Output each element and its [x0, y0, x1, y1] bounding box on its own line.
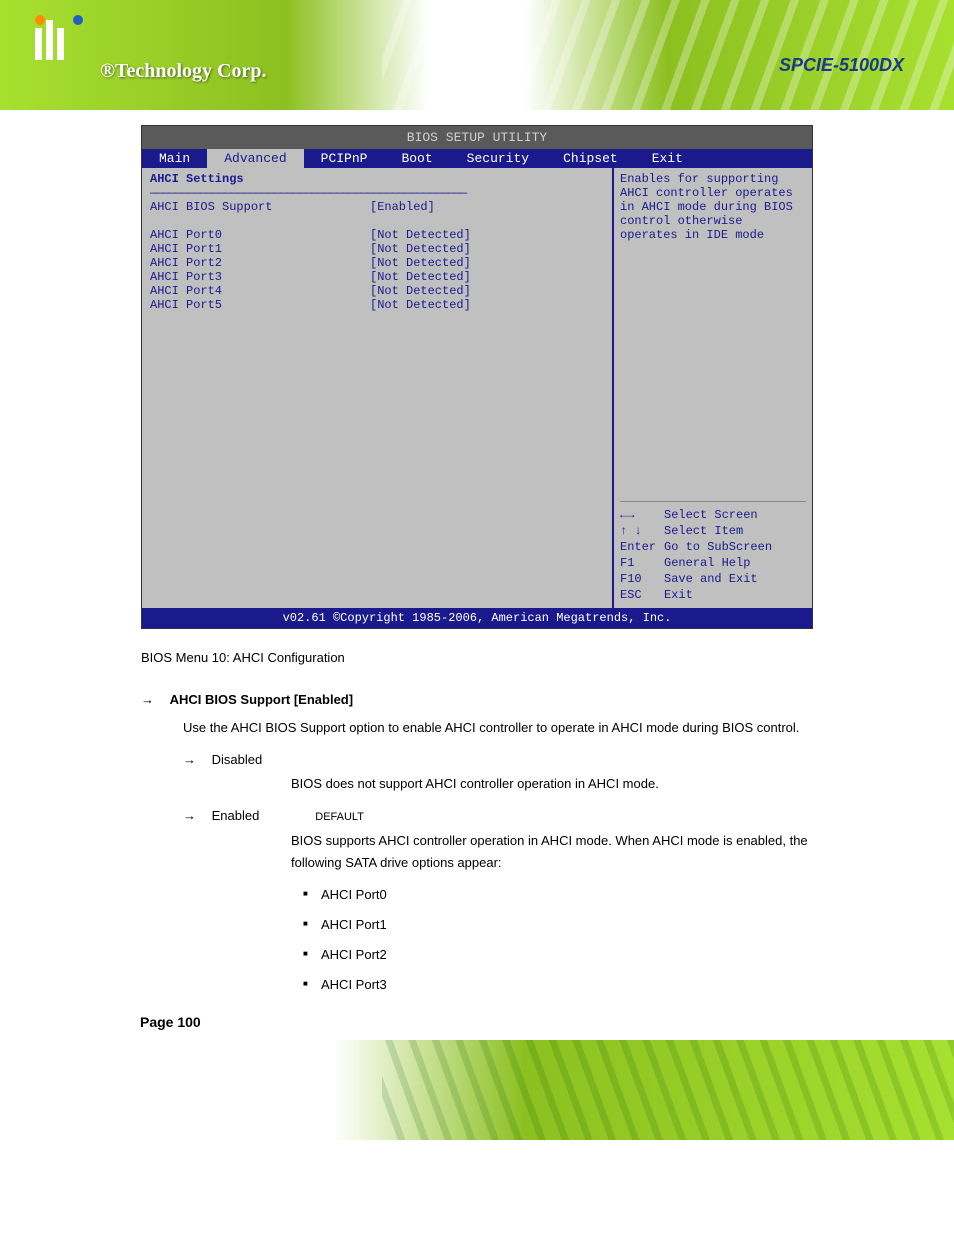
list-item: AHCI Port1	[303, 914, 813, 936]
bios-row-value: [Not Detected]	[370, 284, 471, 298]
bios-row-port2[interactable]: AHCI Port2 [Not Detected]	[150, 256, 604, 270]
bios-row-label: AHCI Port0	[150, 228, 370, 242]
bios-help-nav: ←→ Select Screen ↑ ↓ Select Item Enter G…	[620, 501, 806, 604]
arrow-right-icon: →	[183, 749, 196, 771]
bios-row-port1[interactable]: AHCI Port1 [Not Detected]	[150, 242, 604, 256]
bios-help-nav-line: F10 Save and Exit	[620, 572, 806, 586]
list-item: AHCI Port2	[303, 944, 813, 966]
bios-tab-exit[interactable]: Exit	[635, 149, 700, 168]
iei-logo-icon	[35, 20, 64, 60]
sub-option-default: DEFAULT	[315, 811, 364, 823]
nav-key: Enter	[620, 540, 660, 554]
bios-help-nav-line: F1 General Help	[620, 556, 806, 570]
sub-option-desc: BIOS supports AHCI controller operation …	[291, 830, 813, 874]
sub-option-label: Disabled	[212, 749, 312, 771]
bios-row-value: [Not Detected]	[370, 298, 471, 312]
bios-divider: ————————————————————————————————————————…	[150, 186, 604, 200]
nav-key: F1	[620, 556, 660, 570]
sub-option-enabled: → Enabled DEFAULT BIOS supports AHCI con…	[183, 805, 813, 996]
nav-desc: Go to SubScreen	[660, 540, 772, 554]
bios-row-label: AHCI Port2	[150, 256, 370, 270]
bios-tab-pcipnp[interactable]: PCIPnP	[304, 149, 385, 168]
bios-help-nav-line: ESC Exit	[620, 588, 806, 602]
bios-row-ahci-support[interactable]: AHCI BIOS Support [Enabled]	[150, 200, 604, 214]
content-area: BIOS Menu 10: AHCI Configuration → AHCI …	[141, 647, 813, 996]
bios-help-text: Enables for supporting AHCI controller o…	[620, 172, 806, 242]
bios-row-label: AHCI Port4	[150, 284, 370, 298]
arrow-right-icon: →	[183, 805, 196, 827]
bios-row-label: AHCI BIOS Support	[150, 200, 370, 214]
bios-row-port3[interactable]: AHCI Port3 [Not Detected]	[150, 270, 604, 284]
bios-row-value: [Enabled]	[370, 200, 435, 214]
bios-row-value: [Not Detected]	[370, 228, 471, 242]
header-banner: ®Technology Corp. SPCIE-5100DX	[0, 0, 954, 110]
bios-titlebar: BIOS SETUP UTILITY	[142, 126, 812, 149]
logo-dot-blue	[73, 15, 83, 25]
arrow-up-down-icon: ↑ ↓	[620, 524, 660, 538]
bios-row-port0[interactable]: AHCI Port0 [Not Detected]	[150, 228, 604, 242]
page-number: Page 100	[140, 1014, 954, 1030]
footer-decoration	[382, 1040, 954, 1140]
bios-tab-security[interactable]: Security	[450, 149, 546, 168]
bios-body: AHCI Settings ——————————————————————————…	[142, 168, 812, 608]
bios-row-label: AHCI Port3	[150, 270, 370, 284]
option-block: → AHCI BIOS Support [Enabled] Use the AH…	[141, 689, 813, 996]
bios-help-nav-line: ↑ ↓ Select Item	[620, 524, 806, 538]
figure-caption: BIOS Menu 10: AHCI Configuration	[141, 647, 813, 669]
nav-desc: Exit	[660, 588, 693, 602]
bios-row-port4[interactable]: AHCI Port4 [Not Detected]	[150, 284, 604, 298]
nav-desc: Select Item	[660, 524, 743, 538]
bios-left-panel: AHCI Settings ——————————————————————————…	[142, 168, 614, 608]
bios-help-nav-line: Enter Go to SubScreen	[620, 540, 806, 554]
option-body: Use the AHCI BIOS Support option to enab…	[183, 717, 813, 739]
sub-option-desc: BIOS does not support AHCI controller op…	[291, 773, 813, 795]
bios-tab-advanced[interactable]: Advanced	[207, 149, 303, 168]
logo-text: ®Technology Corp.	[100, 60, 266, 83]
arrow-right-icon: →	[141, 689, 154, 711]
bios-section-title: AHCI Settings	[150, 172, 604, 186]
bios-row-value: [Not Detected]	[370, 242, 471, 256]
bios-tab-boot[interactable]: Boot	[384, 149, 449, 168]
option-title: AHCI BIOS Support [Enabled]	[170, 692, 353, 707]
bullet-list: AHCI Port0 AHCI Port1 AHCI Port2 AHCI Po…	[303, 884, 813, 996]
nav-key: F10	[620, 572, 660, 586]
arrow-left-right-icon: ←→	[620, 508, 660, 522]
footer-banner	[0, 1040, 954, 1140]
bios-row-label: AHCI Port5	[150, 298, 370, 312]
bios-footer: v02.61 ©Copyright 1985-2006, American Me…	[142, 608, 812, 628]
bios-help-nav-line: ←→ Select Screen	[620, 508, 806, 522]
bios-row-port5[interactable]: AHCI Port5 [Not Detected]	[150, 298, 604, 312]
document-title: SPCIE-5100DX	[779, 55, 904, 76]
bios-row-value: [Not Detected]	[370, 270, 471, 284]
option-heading: → AHCI BIOS Support [Enabled]	[141, 689, 813, 711]
nav-desc: Select Screen	[660, 508, 758, 522]
bios-right-panel: Enables for supporting AHCI controller o…	[614, 168, 812, 608]
list-item: AHCI Port3	[303, 974, 813, 996]
nav-desc: Save and Exit	[660, 572, 758, 586]
bios-row-value: [Not Detected]	[370, 256, 471, 270]
bios-window: BIOS SETUP UTILITY Main Advanced PCIPnP …	[141, 125, 813, 629]
bios-row-label: AHCI Port1	[150, 242, 370, 256]
bios-tab-main[interactable]: Main	[142, 149, 207, 168]
bios-menubar: Main Advanced PCIPnP Boot Security Chips…	[142, 149, 812, 168]
nav-key: ESC	[620, 588, 660, 602]
sub-option-disabled: → Disabled BIOS does not support AHCI co…	[183, 749, 813, 795]
bios-row-spacer	[150, 214, 604, 228]
bios-tab-chipset[interactable]: Chipset	[546, 149, 635, 168]
sub-option-label: Enabled	[212, 805, 312, 827]
nav-desc: General Help	[660, 556, 750, 570]
list-item: AHCI Port0	[303, 884, 813, 906]
